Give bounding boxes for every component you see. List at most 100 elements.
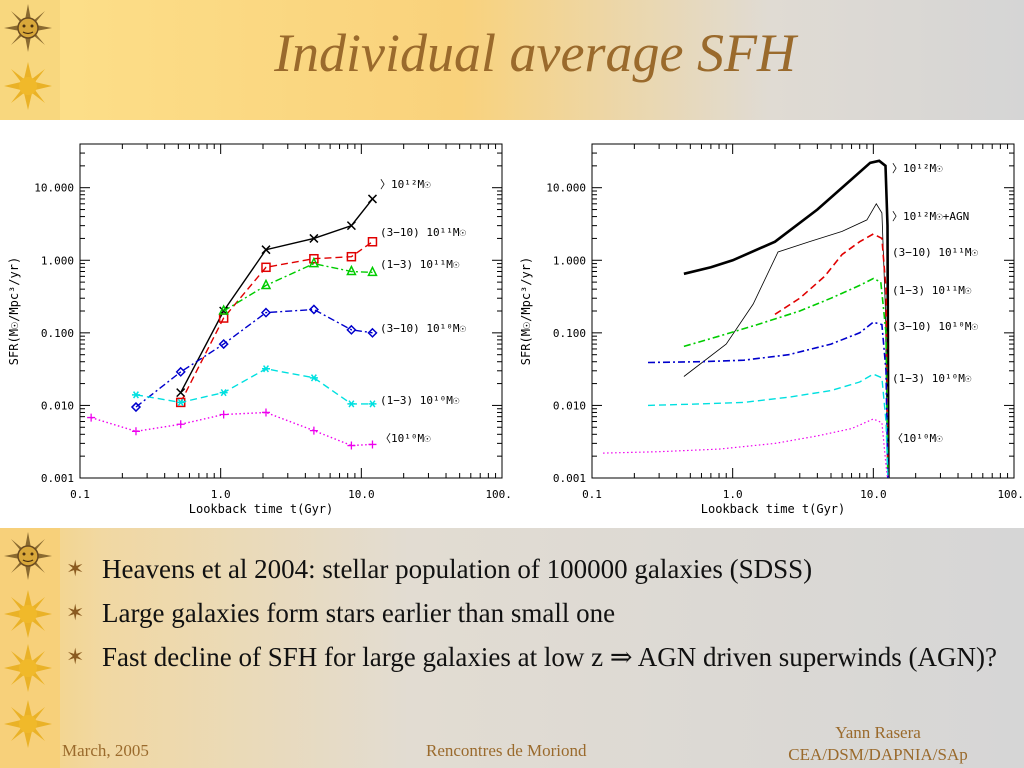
data-point: [309, 426, 318, 435]
data-point: [260, 278, 272, 290]
series-line: [683, 203, 888, 479]
y-axis-label: SFR(M☉/Mpc³/yr): [7, 257, 21, 365]
chart-left: 0.1 1.0 10.0 100.0 0.001 0.010 0.100 1.000 10.00…: [7, 143, 512, 516]
bullet-text: Large galaxies form stars earlier than s…: [102, 598, 616, 628]
data-point: [346, 324, 357, 335]
data-point: [367, 265, 378, 277]
y-tick-label: 0.100: [41, 327, 74, 340]
x-tick-label: 1.0: [723, 488, 743, 501]
bullet-band: [0, 528, 1024, 768]
data-point: [218, 304, 229, 315]
data-point: [346, 251, 357, 262]
data-point: [346, 264, 357, 276]
bullet-item: ✶ Fast decline of SFH for large galaxies …: [66, 640, 1016, 674]
x-tick-label: 10.0: [860, 488, 887, 501]
series-label: (1−3) 10¹¹M☉: [892, 284, 972, 297]
data-point: [261, 365, 270, 373]
data-point: [218, 339, 229, 350]
data-point: [261, 245, 271, 255]
footer-event: Rencontres de Moriond: [426, 741, 587, 760]
series-label: (3−10) 10¹⁰M☉: [380, 322, 466, 335]
bullet-text: Heavens et al 2004: stellar population o…: [102, 554, 813, 584]
series-line: [647, 321, 889, 479]
x-tick-label: 100.0: [997, 488, 1024, 501]
series-label: 〉10¹²M☉+AGN: [892, 210, 969, 223]
x-tick-label: 10.0: [348, 488, 375, 501]
data-point: [175, 366, 186, 377]
bullet-item: ✶ Heavens et al 2004: stellar population …: [66, 552, 1016, 586]
data-point: [309, 233, 319, 243]
bullet-text: Fast decline of SFH for large galaxies a…: [102, 642, 997, 672]
data-point: [176, 398, 185, 407]
footer-author-name: Yann Rasera: [835, 723, 921, 742]
series-label: 〉10¹²M☉: [380, 178, 431, 191]
sun-face-icon: [4, 4, 52, 52]
data-point: [368, 400, 377, 408]
series-line: [90, 411, 373, 447]
bullet-list: ✶ Heavens et al 2004: stellar population …: [66, 552, 1016, 684]
sun-icon: [4, 590, 52, 638]
data-point: [367, 236, 378, 247]
data-point: [347, 400, 356, 408]
series-line: [135, 308, 373, 408]
title-band: [0, 0, 1024, 120]
data-point: [219, 388, 228, 397]
slide-title: Individual average SFH: [274, 23, 796, 83]
y-tick-label: 10.000: [34, 182, 74, 195]
series-label: (1−3) 10¹¹M☉: [380, 258, 460, 271]
y-tick-label: 0.010: [41, 399, 74, 412]
data-point: [309, 374, 318, 382]
x-tick-label: 100.0: [485, 488, 512, 501]
series-label: (3−10) 10¹¹M☉: [892, 246, 978, 259]
series-line: [135, 368, 373, 405]
footer-date: March, 2005: [62, 741, 149, 760]
star-bullet-icon: ✶: [66, 556, 85, 581]
data-point: [176, 420, 185, 429]
data-point: [131, 427, 140, 436]
plots-area: 0.11.010.0100.00.0010.0100.1001.00010.00…: [0, 120, 1024, 528]
footer-author: Yann Rasera CEA/DSM/DAPNIA/SAp: [748, 722, 1008, 766]
series-label: (3−10) 10¹¹M☉: [380, 226, 466, 239]
data-point: [309, 253, 319, 264]
x-axis-label: Lookback time t(Gyr): [189, 502, 334, 516]
data-point: [367, 194, 378, 204]
y-tick-label: 0.001: [41, 472, 74, 485]
star-bullet-icon: ✶: [66, 600, 85, 625]
x-tick-label: 0.1: [70, 488, 90, 501]
sun-icon: [4, 700, 52, 748]
data-point: [176, 388, 186, 398]
series-label: 〈10¹⁰M☉: [380, 432, 431, 445]
series-line: [647, 373, 889, 479]
series-label: 〈10¹⁰M☉: [892, 432, 943, 445]
sun-face-icon: [4, 532, 52, 580]
data-point: [347, 441, 356, 450]
x-tick-label: 1.0: [211, 488, 231, 501]
data-point: [261, 262, 271, 273]
data-point: [346, 221, 356, 231]
sun-icon: [4, 644, 52, 692]
data-point: [367, 327, 378, 338]
plot-frame: [591, 143, 1015, 479]
series-label: (3−10) 10¹⁰M☉: [892, 320, 978, 333]
y-tick-label: 0.001: [553, 472, 586, 485]
series-line: [683, 159, 890, 479]
chart-right: 0.1 1.0 10.0 100.0 0.001 0.010 0.100 1.000 10.00…: [519, 143, 1024, 516]
series-line: [774, 233, 889, 479]
data-point: [87, 413, 96, 422]
series-line: [683, 277, 889, 479]
data-point: [308, 304, 319, 315]
data-point: [131, 391, 140, 399]
star-bullet-icon: ✶: [66, 644, 85, 669]
footer-author-affiliation: CEA/DSM/DAPNIA/SAp: [788, 745, 968, 764]
series-line: [180, 241, 373, 403]
x-axis-label: Lookback time t(Gyr): [701, 502, 846, 516]
y-axis-label: SFR(M☉/Mpc³/yr): [519, 257, 533, 365]
data-point: [261, 408, 270, 417]
series-label: (1−3) 10¹⁰M☉: [380, 394, 460, 407]
data-point: [308, 256, 320, 268]
y-tick-label: 1.000: [553, 254, 586, 267]
series-line: [180, 198, 374, 393]
bullet-item: ✶ Large galaxies form stars earlier than …: [66, 596, 1016, 630]
series-line: [603, 418, 889, 479]
data-point: [260, 307, 272, 318]
